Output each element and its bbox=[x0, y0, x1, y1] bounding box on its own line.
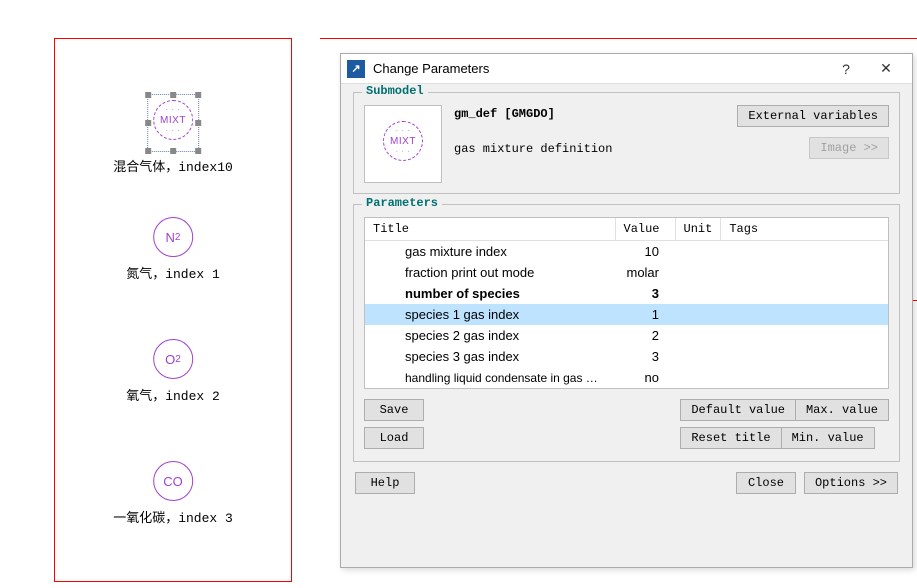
node-label: 氧气，index 2 bbox=[126, 385, 220, 404]
wire-side bbox=[913, 300, 917, 301]
image-button: Image >> bbox=[809, 137, 889, 159]
diagram-node[interactable]: N2 氮气，index 1 bbox=[126, 217, 220, 282]
col-tags[interactable]: Tags bbox=[721, 218, 888, 241]
table-row[interactable]: species 1 gas index1 bbox=[365, 304, 888, 325]
help-icon[interactable]: ? bbox=[826, 55, 866, 83]
table-row[interactable]: gas mixture index10 bbox=[365, 241, 888, 263]
options-button[interactable]: Options >> bbox=[804, 472, 898, 494]
node-label: 氮气，index 1 bbox=[126, 263, 220, 282]
submodel-group: Submodel MIXT gm_def [GMGDO] gas mixture… bbox=[353, 92, 900, 194]
submodel-group-title: Submodel bbox=[362, 84, 428, 98]
max-value-button[interactable]: Max. value bbox=[796, 399, 889, 421]
external-variables-button[interactable]: External variables bbox=[737, 105, 889, 127]
parameters-group: Parameters Title Value Unit Tags gas mix… bbox=[353, 204, 900, 462]
save-button[interactable]: Save bbox=[364, 399, 424, 421]
table-row[interactable]: number of species3 bbox=[365, 283, 888, 304]
close-button[interactable]: Close bbox=[736, 472, 796, 494]
col-value[interactable]: Value bbox=[615, 218, 675, 241]
diagram-panel: MIXT 混合气体，index10 N2 氮气，index 1 O2 氧气，index 2… bbox=[54, 38, 292, 582]
col-title[interactable]: Title bbox=[365, 218, 615, 241]
app-icon: ↗ bbox=[347, 60, 365, 78]
node-label: 一氧化碳，index 3 bbox=[113, 507, 233, 526]
mixt-icon: MIXT bbox=[153, 100, 193, 140]
submodel-icon: MIXT bbox=[364, 105, 442, 183]
table-row[interactable]: species 2 gas index2 bbox=[365, 325, 888, 346]
table-row[interactable]: handling liquid condensate in gas …no bbox=[365, 367, 888, 388]
submodel-name: gm_def [GMGDO] bbox=[454, 105, 612, 124]
diagram-node[interactable]: O2 氧气，index 2 bbox=[126, 339, 220, 404]
help-button[interactable]: Help bbox=[355, 472, 415, 494]
load-button[interactable]: Load bbox=[364, 427, 424, 449]
table-row[interactable]: species 3 gas index3 bbox=[365, 346, 888, 367]
col-unit[interactable]: Unit bbox=[675, 218, 721, 241]
dialog-title: Change Parameters bbox=[373, 61, 826, 76]
node-label: 混合气体，index10 bbox=[113, 156, 233, 175]
gas-icon: N2 bbox=[153, 217, 193, 257]
reset-title-button[interactable]: Reset title bbox=[680, 427, 781, 449]
default-value-button[interactable]: Default value bbox=[680, 399, 796, 421]
submodel-desc: gas mixture definition bbox=[454, 140, 612, 159]
parameters-table: Title Value Unit Tags gas mixture index1… bbox=[364, 217, 889, 389]
min-value-button[interactable]: Min. value bbox=[782, 427, 875, 449]
gas-icon: CO bbox=[153, 461, 193, 501]
parameters-group-title: Parameters bbox=[362, 196, 442, 210]
diagram-node[interactable]: MIXT 混合气体，index10 bbox=[113, 94, 233, 175]
close-icon[interactable]: ✕ bbox=[866, 55, 906, 83]
wire-top bbox=[320, 38, 917, 39]
table-row[interactable]: fraction print out modemolar bbox=[365, 262, 888, 283]
titlebar: ↗ Change Parameters ? ✕ bbox=[341, 54, 912, 84]
diagram-node[interactable]: CO 一氧化碳，index 3 bbox=[113, 461, 233, 526]
gas-icon: O2 bbox=[153, 339, 193, 379]
change-parameters-dialog: ↗ Change Parameters ? ✕ Submodel MIXT gm… bbox=[340, 53, 913, 568]
